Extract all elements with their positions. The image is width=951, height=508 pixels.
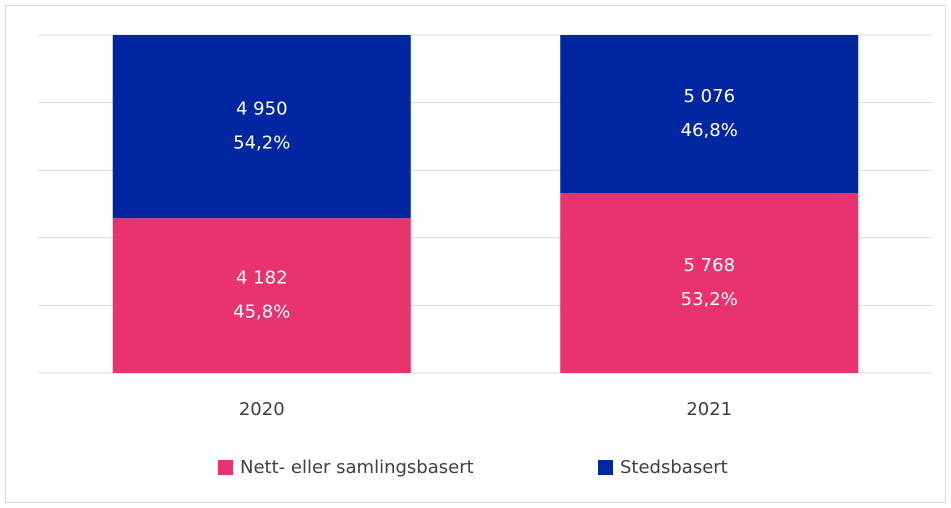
- value-label: 45,8%: [233, 302, 290, 323]
- count-label: 4 950: [236, 99, 288, 120]
- value-label: 54,2%: [233, 133, 290, 154]
- x-tick-label: 2021: [686, 399, 732, 420]
- bar-segment: [112, 218, 411, 373]
- x-tick-label: 2020: [239, 399, 285, 420]
- bar-segment: [560, 193, 859, 373]
- legend-label: Stedsbasert: [620, 457, 728, 478]
- count-label: 5 076: [683, 86, 735, 107]
- legend-swatch: [598, 460, 613, 475]
- bar-segment: [560, 35, 859, 194]
- count-label: 4 182: [236, 268, 288, 289]
- count-label: 5 768: [683, 255, 735, 276]
- bar-segment: [112, 35, 411, 219]
- legend-swatch: [218, 460, 233, 475]
- legend-label: Nett- eller samlingsbasert: [240, 457, 474, 478]
- chart-frame: [5, 5, 946, 503]
- value-label: 53,2%: [681, 289, 738, 310]
- value-label: 46,8%: [681, 120, 738, 141]
